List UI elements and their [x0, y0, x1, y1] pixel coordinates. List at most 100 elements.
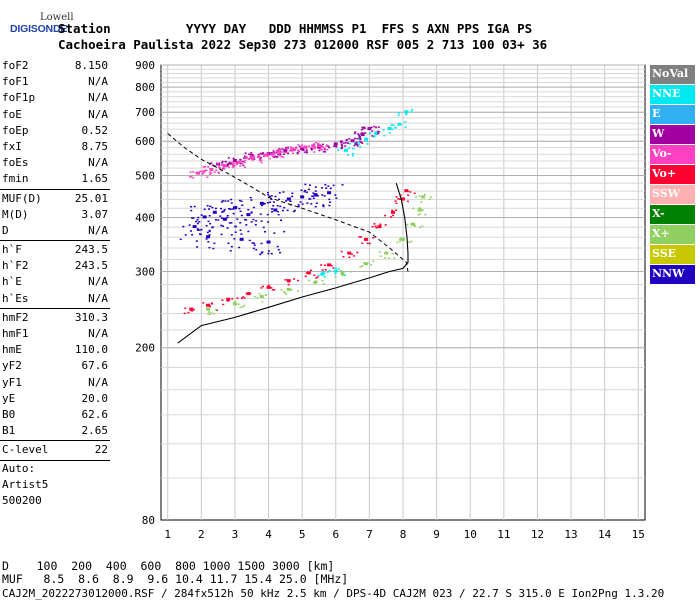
echo-point [364, 137, 369, 141]
echo-point [361, 132, 364, 134]
echo-point [377, 126, 380, 128]
echo-point [239, 158, 242, 161]
echo-point [197, 171, 200, 174]
echo-point [290, 289, 293, 291]
echo-point [276, 149, 279, 152]
echo-point [190, 209, 193, 212]
echo-point [226, 165, 229, 167]
param-name: yF1 [2, 375, 22, 389]
echo-point [396, 241, 399, 244]
echo-point [286, 197, 291, 201]
param-row: yE 20.0 [0, 391, 112, 407]
echo-point [320, 145, 323, 147]
echo-point [325, 187, 328, 189]
echo-point [196, 219, 199, 221]
echo-point [285, 200, 288, 202]
param-row: foF2 8.150 [0, 58, 112, 74]
param-name: h`F [2, 243, 22, 257]
echo-point [298, 145, 301, 148]
param-row: fxI 8.75 [0, 139, 112, 155]
echo-point [208, 229, 211, 232]
echo-point [271, 153, 274, 156]
echo-point [257, 153, 260, 156]
echo-point [393, 257, 396, 259]
echo-point [217, 172, 220, 174]
echo-point [283, 291, 286, 294]
param-row: D N/A [0, 223, 112, 239]
echo-point [272, 149, 275, 152]
param-value: 25.01 [74, 191, 108, 205]
param-value: 67.6 [81, 359, 109, 373]
echo-point [310, 146, 313, 148]
echo-point [291, 150, 294, 152]
echo-point [355, 141, 358, 144]
echo-point [340, 271, 343, 274]
echo-point [335, 267, 338, 270]
param-value: N/A [88, 275, 108, 289]
echo-point [264, 153, 267, 156]
echo-point [323, 195, 326, 197]
echo-point [360, 132, 363, 135]
echo-point [392, 124, 395, 126]
param-separator [0, 188, 110, 190]
echo-point [368, 132, 371, 135]
echo-point [384, 224, 387, 226]
echo-point [337, 149, 340, 151]
echo-point [276, 210, 279, 213]
echo-point [211, 226, 214, 229]
echo-point [323, 275, 326, 278]
echo-point [357, 141, 360, 144]
echo-point [270, 208, 273, 210]
echo-point [312, 197, 315, 200]
echo-point [359, 146, 362, 148]
echo-point [250, 211, 253, 213]
echo-point [384, 214, 387, 217]
echo-point [307, 188, 310, 191]
echo-point [360, 128, 363, 131]
echo-point [249, 156, 252, 158]
header-row-values: Cachoeira Paulista 2022 Sep30 273 012000… [58, 37, 548, 52]
echo-point [347, 154, 350, 156]
echo-point [198, 233, 201, 235]
echo-point [282, 156, 285, 158]
echo-point [352, 147, 355, 150]
echo-point [401, 237, 405, 241]
echo-point [273, 156, 276, 158]
echo-point [230, 222, 233, 224]
param-row: yF2 67.6 [0, 358, 112, 374]
echo-point [417, 213, 420, 216]
echo-point [398, 198, 401, 200]
echo-point [297, 144, 300, 146]
echo-point [266, 202, 269, 204]
echo-point [341, 274, 344, 276]
echo-point [344, 145, 347, 147]
y-tick-label: 200 [135, 342, 155, 355]
echo-point [288, 149, 291, 152]
param-name: hmF2 [2, 310, 29, 324]
param-name: B0 [2, 407, 16, 421]
echo-point [333, 145, 336, 147]
echo-point [262, 152, 265, 154]
echo-point [344, 142, 347, 144]
echo-point [300, 146, 303, 148]
echo-point [227, 200, 230, 202]
echo-point [234, 231, 237, 233]
echo-point [267, 284, 270, 287]
echo-point [322, 283, 325, 285]
echo-point [372, 237, 375, 239]
echo-point [233, 238, 236, 240]
param-value: 243.5 [74, 243, 108, 257]
echo-point [315, 280, 318, 282]
param-row: foEs N/A [0, 155, 112, 171]
echo-point [379, 223, 382, 226]
echo-point [202, 302, 205, 304]
param-row: MUF(D) 25.01 [0, 191, 112, 207]
echo-point [293, 278, 296, 280]
echo-point [208, 230, 211, 233]
param-name: fmin [2, 172, 29, 186]
echo-point [378, 131, 381, 133]
echo-point [228, 161, 231, 164]
echo-point [210, 312, 213, 314]
echo-point [267, 221, 270, 223]
echo-point [405, 190, 408, 192]
